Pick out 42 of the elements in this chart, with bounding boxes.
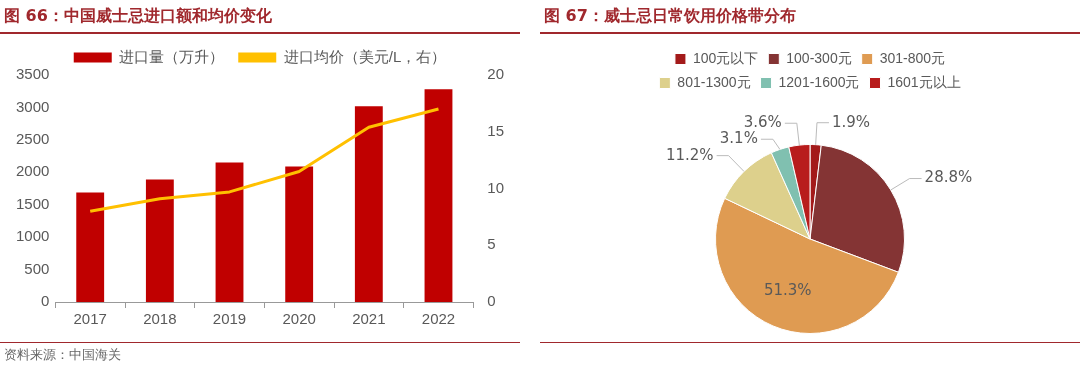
- y2-tick-label: 5: [487, 235, 496, 253]
- y2-tick-label: 15: [487, 121, 504, 139]
- y-tick-label: 3000: [15, 97, 50, 115]
- bar: [145, 179, 174, 302]
- y-tick-label: 500: [24, 259, 50, 277]
- chart-title: 图 67：威士忌日常饮用价格带分布: [544, 6, 796, 27]
- y2-tick-label: 20: [487, 65, 504, 83]
- bar: [424, 89, 453, 302]
- legend-label: 1201-1600元: [778, 73, 860, 90]
- bar: [285, 166, 314, 302]
- legend-label: 301-800元: [879, 49, 946, 66]
- y-tick-label: 2500: [15, 130, 50, 147]
- bar: [76, 192, 105, 302]
- x-tick-label: 2019: [212, 310, 247, 328]
- x-tick-label: 2021: [352, 310, 386, 328]
- legend-label: 进口量（万升）: [119, 47, 225, 65]
- y-tick-label: 1000: [15, 227, 50, 245]
- data-label: 3.1%: [719, 129, 758, 148]
- bar: [215, 162, 244, 302]
- y-tick-label: 0: [41, 292, 50, 310]
- y-tick-label: 2000: [15, 162, 50, 180]
- data-label: 11.2%: [665, 145, 714, 164]
- data-label: 28.8%: [924, 168, 973, 187]
- y2-tick-label: 10: [487, 178, 504, 196]
- bar: [354, 106, 383, 302]
- y-tick-label: 3500: [15, 65, 50, 83]
- legend-label: 100-300元: [786, 49, 852, 66]
- chart-title: 图 66：中国威士忌进口额和均价变化: [4, 6, 272, 27]
- data-label: 51.3%: [763, 281, 812, 300]
- y2-tick-label: 0: [487, 292, 496, 310]
- legend-label: 1601元以上: [887, 73, 961, 90]
- y-tick-label: 1500: [15, 194, 50, 212]
- legend-label: 801-1300元: [677, 73, 751, 90]
- legend-label: 进口均价（美元/L，右）: [283, 47, 447, 65]
- x-tick-label: 2022: [421, 310, 456, 328]
- x-tick-label: 2018: [143, 310, 177, 328]
- x-tick-label: 2017: [73, 310, 107, 328]
- x-tick-label: 2020: [282, 310, 316, 328]
- text: 资料来源：中国海关: [4, 346, 121, 364]
- legend-label: 100元以下: [692, 49, 759, 66]
- data-label: 1.9%: [831, 112, 871, 131]
- data-label: 3.6%: [743, 113, 782, 132]
